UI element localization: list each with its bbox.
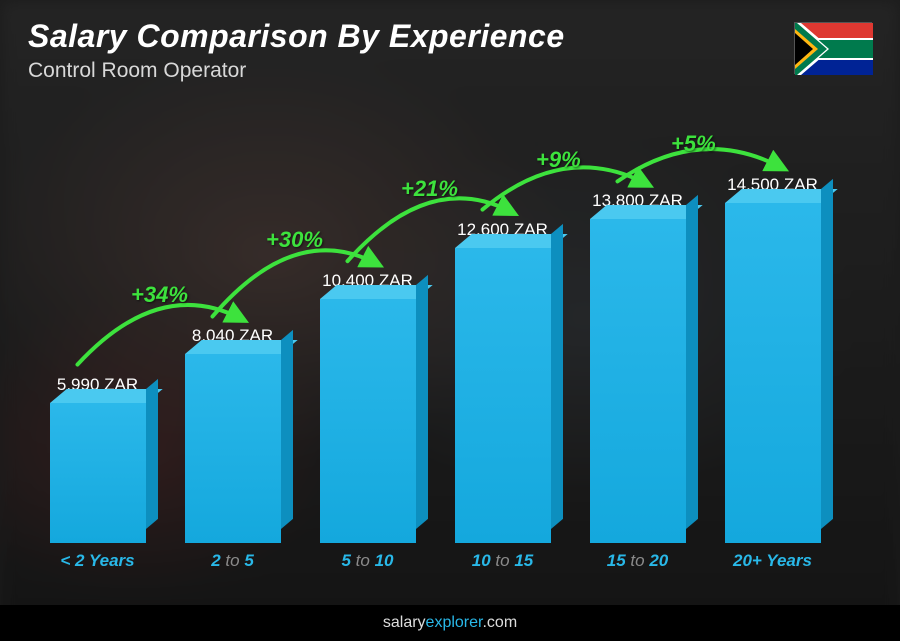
title-block: Salary Comparison By Experience Control …: [28, 18, 565, 83]
pct-increase-label: +9%: [536, 147, 581, 173]
country-flag-south-africa: [794, 22, 872, 74]
bar-side-face: [821, 179, 833, 529]
page-subtitle: Control Room Operator: [28, 59, 565, 83]
x-axis-label: 5 to 10: [310, 551, 426, 571]
footer-bar: salaryexplorer.com: [0, 605, 900, 641]
bar-side-face: [551, 224, 563, 529]
bar-3d: [320, 299, 416, 543]
bar-group: 8,040 ZAR: [175, 326, 291, 543]
bar-side-face: [416, 275, 428, 529]
bar-side-face: [281, 330, 293, 529]
bar-3d: [590, 219, 686, 543]
x-axis-label: 10 to 15: [445, 551, 561, 571]
bar-front-face: [725, 203, 821, 543]
bar-front-face: [50, 403, 146, 543]
bars-container: 5,990 ZAR 8,040 ZAR 10,400 ZAR 12,600 ZA…: [30, 100, 840, 543]
bar-group: 12,600 ZAR: [445, 220, 561, 543]
pct-increase-label: +5%: [671, 131, 716, 157]
x-axis-label: 2 to 5: [175, 551, 291, 571]
footer-brand: salaryexplorer.com: [383, 614, 517, 632]
bar-front-face: [590, 219, 686, 543]
pct-increase-label: +30%: [266, 227, 323, 253]
bar-group: 5,990 ZAR: [40, 375, 156, 543]
bar-side-face: [146, 379, 158, 529]
bar-front-face: [455, 248, 551, 543]
x-axis-label: < 2 Years: [40, 551, 156, 571]
bar-group: 10,400 ZAR: [310, 271, 426, 543]
bar-group: 13,800 ZAR: [580, 191, 696, 543]
bar-front-face: [185, 354, 281, 543]
bar-group: 14,500 ZAR: [715, 175, 831, 543]
bar-3d: [725, 203, 821, 543]
footer-suffix: .com: [482, 614, 517, 631]
chart-area: 5,990 ZAR 8,040 ZAR 10,400 ZAR 12,600 ZA…: [30, 100, 840, 571]
x-labels-row: < 2 Years 2 to 5 5 to 10 10 to 15 15 to 20 20…: [30, 551, 840, 571]
pct-increase-label: +34%: [131, 282, 188, 308]
bar-3d: [185, 354, 281, 543]
page-title: Salary Comparison By Experience: [28, 18, 565, 55]
bar-3d: [455, 248, 551, 543]
pct-increase-label: +21%: [401, 176, 458, 202]
content-layer: Salary Comparison By Experience Control …: [0, 0, 900, 641]
footer-accent: explorer: [426, 614, 483, 631]
x-axis-label: 20+ Years: [715, 551, 831, 571]
bar-front-face: [320, 299, 416, 543]
x-axis-label: 15 to 20: [580, 551, 696, 571]
footer-prefix: salary: [383, 614, 426, 631]
bar-3d: [50, 403, 146, 543]
bar-side-face: [686, 195, 698, 529]
